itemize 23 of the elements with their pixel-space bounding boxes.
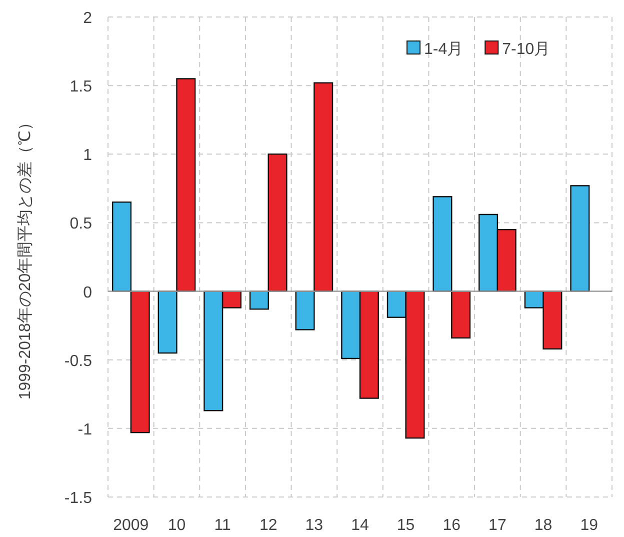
x-tick-label: 10: [168, 517, 186, 534]
bar: [570, 185, 590, 292]
x-tick-label: 18: [534, 517, 552, 534]
y-tick-label: 1: [83, 147, 92, 164]
y-tick-label: 1.5: [70, 78, 92, 96]
x-tick-label: 12: [259, 517, 278, 534]
y-tick-label: -1.5: [64, 490, 92, 507]
y-axis-title: 1999-2018年の20年間平均との差（℃）: [16, 114, 34, 400]
x-tick-label: 2009: [113, 517, 149, 534]
legend-label: 7-10月: [502, 41, 550, 58]
y-tick-label: 2: [83, 10, 92, 27]
x-tick-label: 19: [580, 517, 598, 534]
y-tick-label: 0: [83, 284, 92, 302]
x-tick-label: 17: [488, 517, 506, 534]
x-tick-label: 14: [351, 517, 369, 534]
x-tick-label: 13: [305, 517, 324, 534]
legend-label: 1-4月: [424, 41, 464, 58]
x-tick-label: 15: [396, 517, 415, 534]
x-tick-label: 11: [214, 517, 231, 534]
y-tick-label: -0.5: [64, 352, 92, 370]
y-tick-label: 0.5: [70, 216, 92, 233]
y-tick-label: -1: [78, 421, 92, 438]
x-tick-label: 16: [442, 517, 461, 534]
